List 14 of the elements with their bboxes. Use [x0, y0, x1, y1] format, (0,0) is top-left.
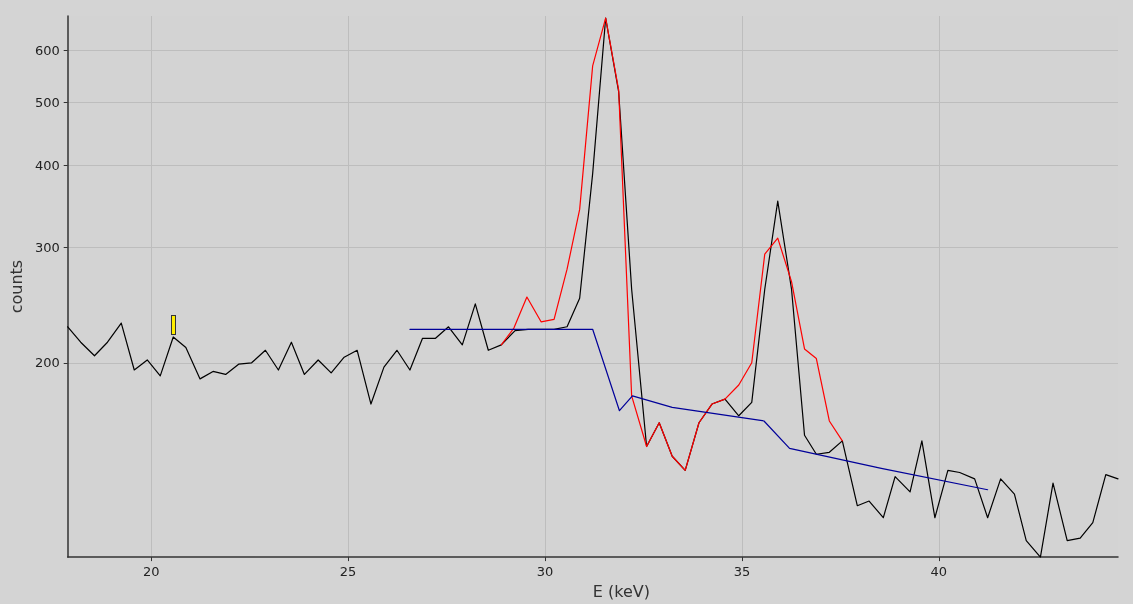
y-tick-label: 300	[34, 239, 60, 255]
y-axis-title: counts	[6, 259, 26, 314]
x-tick-label: 20	[142, 564, 160, 580]
y-tick-label: 200	[34, 355, 60, 371]
y-tick-label: 400	[34, 158, 60, 174]
x-axis-title: E (keV)	[592, 581, 651, 601]
line-series	[409, 328, 989, 491]
x-tick-label: 35	[733, 564, 751, 580]
y-tick-label: 600	[34, 42, 60, 58]
line-series	[500, 17, 843, 471]
x-tick-label: 25	[339, 564, 357, 580]
y-tick-label: 500	[34, 94, 60, 110]
x-tick-label: 30	[536, 564, 554, 580]
x-tick-label: 40	[930, 564, 948, 580]
